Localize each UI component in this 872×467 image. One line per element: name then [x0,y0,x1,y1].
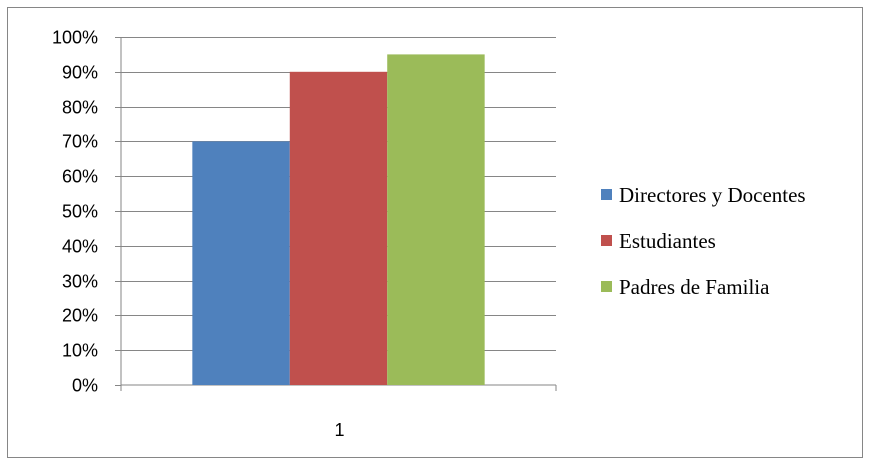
y-tick-label: 0% [72,376,98,396]
legend-label: Estudiantes [619,229,716,253]
legend-swatch [601,281,612,292]
legend-label: Padres de Familia [619,275,770,299]
legend: Directores y Docentes Estudiantes Padres d… [601,183,806,299]
x-tick-label: 1 [334,420,344,440]
legend-swatch [601,235,612,246]
y-tick-label: 50% [62,202,98,222]
bar-estudiantes [290,72,387,385]
y-tick-label: 90% [62,63,98,83]
y-tick-label: 30% [62,272,98,292]
y-tick-label: 10% [62,341,98,361]
y-tick-label: 40% [62,237,98,257]
y-tick-label: 60% [62,167,98,187]
y-tick-label: 80% [62,98,98,118]
y-tick-label: 20% [62,306,98,326]
y-tick-label: 100% [52,28,98,48]
legend-label: Directores y Docentes [619,183,806,207]
x-tick-labels: 1 [334,420,344,440]
bar-directores-y-docentes [192,141,289,385]
legend-swatch [601,189,612,200]
y-tick-labels: 0% 10% 20% 30% 40% 50% 60% 70% 80% 90% 100% [52,28,98,396]
bar-padres-de-familia [387,54,484,385]
bars [192,54,484,385]
y-tick-label: 70% [62,132,98,152]
